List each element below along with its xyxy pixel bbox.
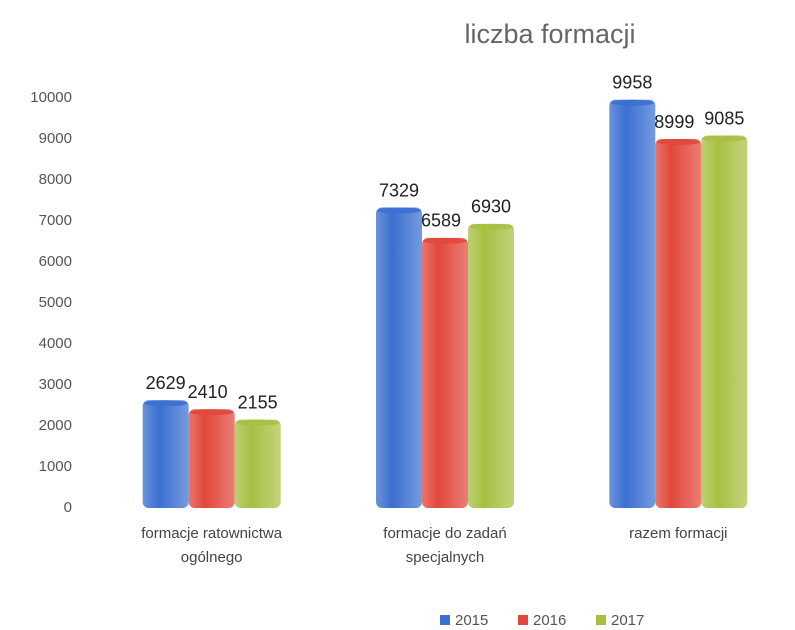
y-tick-label: 1000 (39, 458, 72, 475)
bar-top (656, 139, 701, 146)
bar-top (423, 237, 467, 244)
bar (701, 135, 748, 508)
bar (609, 99, 656, 509)
bar-top (469, 223, 513, 230)
y-tick-label: 10000 (30, 89, 72, 106)
x-tick-label: formacje do zadań specjalnych (383, 525, 507, 566)
legend-label: 2016 (533, 612, 566, 629)
x-tick-label: razem formacji (629, 525, 728, 542)
legend-swatch (440, 615, 450, 625)
y-tick-label: 8000 (39, 171, 72, 188)
data-label: 9958 (612, 72, 652, 92)
legend-swatch (596, 615, 606, 625)
data-label: 2410 (188, 382, 228, 402)
bar (142, 400, 189, 508)
data-label: 6930 (471, 197, 511, 217)
bar (188, 409, 235, 508)
bar (655, 139, 702, 508)
y-tick-label: 6000 (39, 253, 72, 270)
data-label: 2629 (146, 373, 186, 393)
bar (376, 207, 422, 509)
bar (422, 237, 468, 508)
data-label: 2155 (238, 392, 278, 412)
data-label: 9085 (704, 108, 744, 128)
bar-top (235, 419, 280, 426)
bar (234, 419, 281, 508)
legend-label: 2015 (455, 612, 488, 629)
data-label: 7329 (379, 180, 419, 200)
y-tick-label: 4000 (39, 335, 72, 352)
y-tick-label: 5000 (39, 294, 72, 311)
bar-top (610, 99, 655, 106)
x-tick-label: formacje ratownictwa ogólnego (141, 525, 283, 566)
y-tick-label: 7000 (39, 212, 72, 229)
y-tick-label: 3000 (39, 376, 72, 393)
legend-swatch (518, 615, 528, 625)
legend-label: 2017 (611, 612, 644, 629)
chart-title: liczba formacji (464, 19, 635, 49)
bar-top (702, 135, 747, 142)
bar (468, 223, 514, 508)
y-tick-label: 2000 (39, 417, 72, 434)
y-tick-label: 0 (64, 499, 72, 516)
bar-top (377, 207, 421, 214)
y-tick-label: 9000 (39, 130, 72, 147)
data-label: 8999 (654, 112, 694, 132)
bar-top (189, 409, 234, 416)
data-label: 6589 (421, 211, 461, 231)
bar-top (143, 400, 188, 407)
